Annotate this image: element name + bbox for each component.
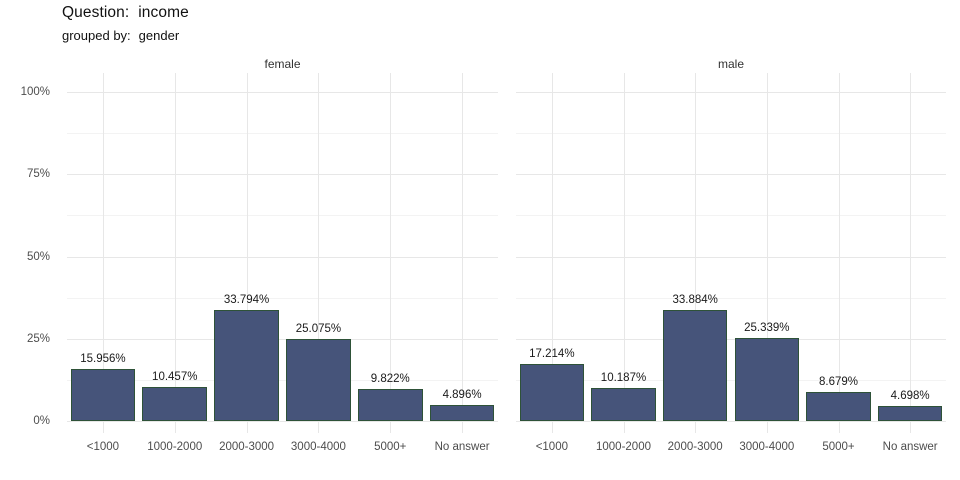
y-axis-tick-label: 25%: [26, 332, 50, 345]
gridline-minor: [67, 379, 498, 381]
bar: [662, 309, 728, 421]
bar-value-label: 10.457%: [152, 370, 198, 383]
gridline-major: [516, 92, 946, 93]
gridline-major: [516, 256, 946, 258]
gridline-major: [516, 421, 946, 422]
question-value: income: [138, 4, 189, 21]
bar: [70, 368, 136, 421]
bar: [591, 387, 656, 421]
gridline-vertical: [766, 73, 768, 433]
gridline-vertical: [623, 73, 625, 433]
grouped-by-label: grouped by:: [62, 28, 131, 43]
panel-female: 15.956% <1000 10.457% 1000-2000 33.794% 2000-…: [67, 73, 498, 453]
x-axis-tick-label: 1000-2000: [596, 441, 651, 453]
gridline-vertical: [102, 73, 104, 433]
gridline-minor: [67, 297, 498, 299]
x-axis-tick-label: 3000-4000: [290, 441, 346, 453]
x-axis-tick-label: 1000-2000: [147, 441, 203, 453]
bar-value-label: 25.339%: [744, 321, 790, 334]
x-axis-tick-label: 3000-4000: [739, 441, 795, 453]
y-axis-tick-label: 50%: [26, 250, 50, 263]
bar: [142, 386, 208, 421]
gridline-major: [516, 174, 946, 176]
gridline-vertical: [174, 73, 176, 433]
gridline-vertical: [390, 73, 392, 433]
facet-label-female: female: [264, 57, 301, 71]
gridline-major: [67, 256, 498, 258]
gridline-major: [516, 338, 946, 340]
x-axis-tick-label: No answer: [882, 441, 938, 453]
y-axis-tick-label: 100%: [20, 86, 50, 98]
gridline-vertical: [462, 73, 464, 433]
y-axis: 0% 25% 50% 75% 100%: [0, 0, 50, 480]
bar: [429, 404, 495, 421]
bar-value-label: 33.884%: [672, 293, 718, 306]
gridline-major: [67, 421, 498, 422]
gridline-major: [67, 174, 498, 176]
gridline-major: [67, 338, 498, 340]
bar-value-label: 4.698%: [890, 389, 930, 402]
gridline-minor: [67, 215, 498, 217]
x-axis-tick-label: 2000-3000: [667, 441, 723, 453]
x-axis-tick-label: 5000+: [374, 441, 407, 453]
gridline-vertical: [838, 73, 840, 433]
bar-value-label: 33.794%: [223, 293, 270, 306]
y-axis-tick-label: 75%: [26, 168, 50, 181]
gridline-vertical: [318, 73, 320, 433]
bar: [877, 405, 943, 421]
x-axis-tick-label: 5000+: [822, 441, 855, 453]
gridline-vertical: [910, 73, 912, 433]
bar-value-label: 4.896%: [442, 388, 482, 401]
x-axis-tick-label: No answer: [434, 441, 490, 453]
chart-title: Question: income: [62, 4, 189, 22]
y-axis-tick-label: 0%: [33, 415, 50, 427]
gridline-minor: [516, 379, 946, 381]
gridline-minor: [516, 215, 946, 217]
gridline-minor: [516, 133, 946, 135]
bar-value-label: 25.075%: [295, 322, 342, 335]
x-axis-tick-label: <1000: [86, 441, 120, 453]
gridline-minor: [516, 297, 946, 299]
bar: [734, 337, 800, 421]
gridline-vertical: [695, 73, 697, 433]
x-axis-tick-label: 2000-3000: [219, 441, 275, 453]
bar: [806, 392, 871, 421]
title-block: Question: income grouped by: gender: [62, 4, 189, 43]
bar: [214, 309, 279, 421]
bar: [286, 338, 351, 421]
question-label: Question:: [62, 4, 130, 21]
bar-value-label: 9.822%: [370, 372, 410, 385]
chart-subtitle: grouped by: gender: [62, 28, 189, 43]
bar-value-label: 10.187%: [600, 371, 647, 384]
grouped-by-value: gender: [138, 28, 180, 43]
panel-male: 17.214% <1000 10.187% 1000-2000 33.884% 2000-…: [516, 73, 946, 453]
gridline-minor: [67, 133, 498, 135]
bar-value-label: 8.679%: [818, 376, 858, 389]
bar-value-label: 15.956%: [80, 352, 126, 365]
gridline-vertical: [246, 73, 248, 433]
bar-value-label: 17.214%: [529, 348, 575, 361]
gridline-vertical: [551, 73, 553, 433]
x-axis-tick-label: <1000: [535, 441, 568, 453]
bar: [357, 388, 423, 421]
facet-label-male: male: [717, 57, 744, 71]
bar: [519, 364, 585, 421]
gridline-major: [67, 92, 498, 93]
